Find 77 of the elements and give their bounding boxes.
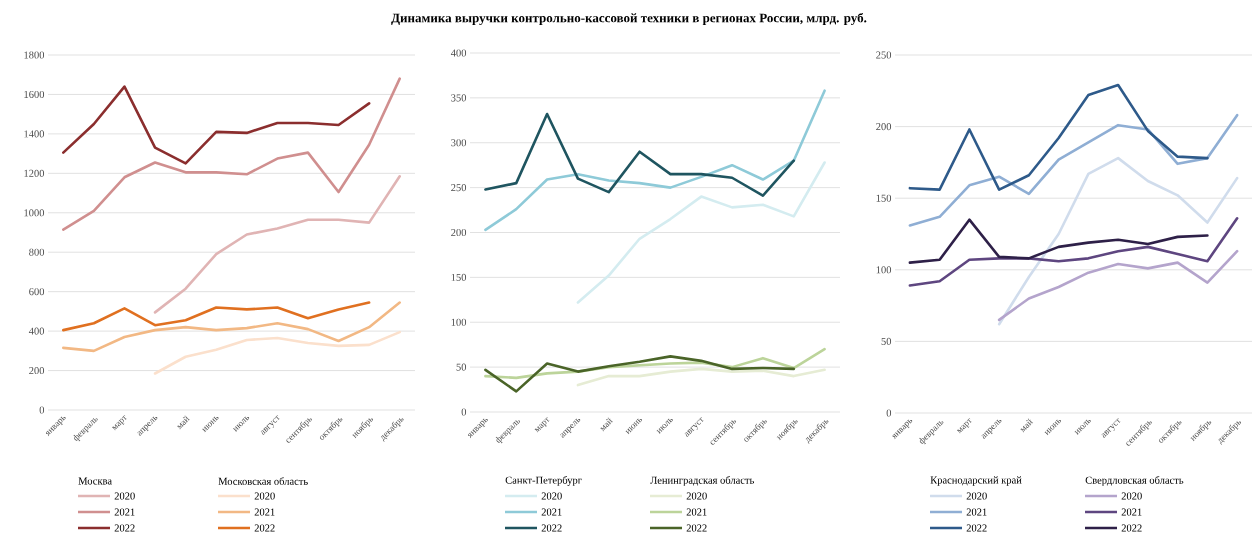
legend-label: 2021 (1121, 508, 1142, 516)
legend-label: 2020 (254, 492, 275, 500)
x-tick-label: март (534, 417, 550, 433)
y-tick-label: 50 (881, 337, 892, 345)
legend-label: 2022 (541, 524, 562, 532)
legend-label: 2021 (114, 508, 135, 516)
y-tick-label: 200 (29, 367, 45, 375)
y-tick-label: 1000 (24, 209, 45, 217)
x-tick-label: июнь (625, 418, 642, 435)
line-series (576, 161, 826, 304)
x-tick-label: май (176, 415, 190, 430)
y-tick-label: 300 (451, 139, 467, 147)
line-series (484, 89, 826, 232)
legend-label: 2021 (966, 508, 987, 516)
text: Ленинградская область (650, 476, 755, 486)
y-tick-label: 800 (29, 248, 45, 256)
y-tick-label: 1600 (24, 90, 45, 98)
y-tick-label: 0 (39, 406, 45, 414)
y-tick-label: 600 (29, 288, 45, 296)
legend-label: 2022 (254, 524, 275, 532)
line-series (61, 77, 402, 231)
x-tick-label: март (956, 418, 972, 434)
legend-label: 2022 (1121, 524, 1142, 532)
y-tick-label: 250 (451, 184, 467, 192)
legend-label: 2021 (541, 508, 562, 516)
legend-label: 2021 (254, 508, 275, 516)
text: Московская область (218, 477, 308, 485)
y-tick-label: 150 (451, 273, 467, 281)
line-series (908, 113, 1239, 227)
y-tick-label: 50 (456, 363, 467, 371)
line-series (61, 301, 402, 353)
legend-label: 2020 (541, 492, 562, 500)
y-tick-label: 400 (28, 327, 45, 335)
line-series (484, 112, 796, 197)
y-tick-label: 350 (451, 94, 467, 102)
line-series (908, 83, 1209, 191)
x-tick-label: май (600, 417, 613, 432)
y-tick-label: 100 (451, 318, 467, 326)
legend-label: 2020 (686, 492, 707, 500)
legend-label: 2020 (114, 492, 135, 500)
y-tick-label: 1800 (24, 51, 45, 59)
line-series (997, 156, 1239, 326)
line-series (484, 355, 796, 393)
y-tick-label: 250 (876, 51, 892, 59)
y-tick-label: 400 (450, 49, 467, 57)
chart-title: Динамика выручки контрольно-кассовой техники в регионах России, млрд. руб. (391, 12, 867, 26)
legend-label: 2022 (966, 524, 987, 532)
text: Санкт-Петербург (505, 476, 582, 486)
line-series (61, 85, 371, 165)
legend-label: 2022 (686, 524, 707, 532)
y-tick-label: 200 (451, 228, 467, 237)
x-tick-label: июль (1074, 419, 1091, 435)
line-series (997, 249, 1239, 322)
y-tick-label: 1400 (24, 130, 45, 138)
text: Краснодарский край (930, 476, 1022, 486)
legend-label: 2021 (686, 508, 707, 516)
x-tick-label: март (112, 415, 127, 431)
y-tick-label: 100 (876, 266, 892, 274)
line-series (576, 367, 826, 387)
line-series (61, 301, 371, 332)
y-tick-label: 0 (461, 408, 467, 416)
text: Москва (78, 477, 112, 485)
y-tick-label: 1200 (24, 169, 45, 177)
y-tick-label: 150 (876, 194, 892, 202)
x-tick-label: июнь (1044, 419, 1061, 436)
y-tick-label: 200 (876, 123, 892, 131)
x-tick-label: июль (656, 418, 673, 434)
line-series (908, 218, 1209, 264)
legend-label: 2020 (1121, 492, 1142, 500)
line-series (153, 174, 402, 314)
legend-label: 2022 (114, 524, 135, 532)
line-series (908, 216, 1239, 287)
y-tick-label: 0 (886, 409, 892, 417)
x-tick-label: май (1020, 418, 1034, 433)
legend-label: 2020 (966, 492, 987, 500)
text: Свердловская область (1085, 476, 1184, 486)
line-series (153, 330, 402, 375)
